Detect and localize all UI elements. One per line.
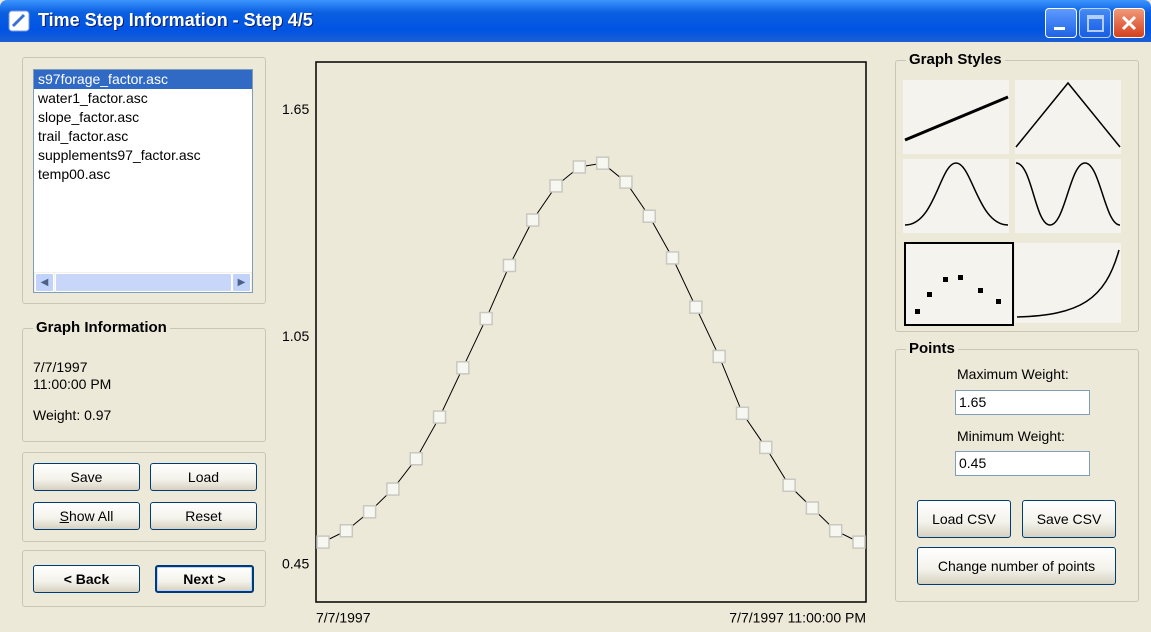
x-tick-label: 7/7/1997 11:00:00 PM xyxy=(729,610,866,626)
min-weight-label: Minimum Weight: xyxy=(957,428,1065,444)
group-title: Graph Information xyxy=(33,319,170,336)
max-weight-label: Maximum Weight: xyxy=(957,366,1069,382)
group-title: Points xyxy=(906,340,958,357)
point-marker xyxy=(339,524,354,538)
save-button[interactable]: Save xyxy=(33,463,140,491)
point-marker xyxy=(759,440,773,455)
show-all-button[interactable]: Show All xyxy=(33,502,140,530)
y-tick-label: 1.65 xyxy=(282,101,309,117)
point-marker xyxy=(572,160,587,174)
point-marker xyxy=(828,524,843,538)
plot-frame xyxy=(315,61,867,603)
file-buttons-group xyxy=(22,452,266,542)
point-marker xyxy=(712,349,726,364)
info-date: 7/7/1997 xyxy=(33,359,88,375)
save-csv-button[interactable]: Save CSV xyxy=(1022,500,1116,538)
point-marker xyxy=(805,501,820,515)
point-marker xyxy=(409,452,423,466)
button-label: Show All xyxy=(59,508,114,524)
load-button[interactable]: Load xyxy=(150,463,257,491)
info-time: 11:00:00 PM xyxy=(33,376,112,392)
point-marker xyxy=(432,410,447,424)
point-marker xyxy=(549,179,563,193)
max-weight-input[interactable]: 1.65 xyxy=(955,390,1090,415)
group-title: Graph Styles xyxy=(906,51,1005,68)
reset-button[interactable]: Reset xyxy=(150,502,257,530)
h-scrollbar[interactable]: ◀ ▶ xyxy=(34,272,252,292)
graph-info-group: Graph Information xyxy=(22,319,266,442)
file-item[interactable]: trail_factor.asc xyxy=(38,128,129,144)
info-weight: Weight: 0.97 xyxy=(33,407,112,423)
file-item[interactable]: slope_factor.asc xyxy=(38,109,140,125)
point-marker xyxy=(642,209,657,223)
point-marker xyxy=(665,251,680,265)
file-item[interactable]: water1_factor.asc xyxy=(38,90,148,106)
point-marker xyxy=(525,213,540,227)
point-marker xyxy=(479,311,493,326)
file-group xyxy=(22,57,266,304)
file-item[interactable]: supplements97_factor.asc xyxy=(38,147,201,163)
point-marker xyxy=(735,406,750,421)
x-tick-label: 7/7/1997 xyxy=(316,610,371,626)
next-button[interactable]: Next > xyxy=(155,565,254,593)
maximize-button xyxy=(1079,8,1111,38)
points-group: Points xyxy=(895,340,1139,602)
style-icons xyxy=(903,80,1121,326)
point-marker xyxy=(502,258,517,273)
point-marker xyxy=(595,156,610,170)
nav-group xyxy=(22,550,266,607)
point-marker xyxy=(456,361,470,375)
y-tick-label: 0.45 xyxy=(282,556,309,572)
y-tick-label: 1.05 xyxy=(282,328,309,344)
point-marker xyxy=(316,535,330,549)
minimize-button[interactable] xyxy=(1045,8,1077,38)
change-points-button[interactable]: Change number of points xyxy=(917,547,1116,585)
title-bar: Time Step Information - Step 4/5 xyxy=(0,0,1151,42)
app-icon xyxy=(8,10,30,32)
point-marker xyxy=(386,482,400,496)
back-button[interactable]: < Back xyxy=(33,565,140,593)
point-marker xyxy=(619,175,633,189)
point-marker xyxy=(362,505,377,519)
point-marker xyxy=(782,478,796,493)
point-marker xyxy=(689,300,703,314)
point-marker xyxy=(852,535,866,549)
file-item[interactable]: s97forage_factor.asc xyxy=(34,70,252,89)
file-item[interactable]: temp00.asc xyxy=(38,166,111,182)
close-button[interactable] xyxy=(1113,8,1145,38)
min-weight-input[interactable]: 0.45 xyxy=(955,451,1090,476)
window-title: Time Step Information - Step 4/5 xyxy=(38,10,313,30)
load-csv-button[interactable]: Load CSV xyxy=(917,500,1011,538)
graph-styles-group: Graph Styles xyxy=(895,51,1139,332)
data-line xyxy=(322,162,860,543)
